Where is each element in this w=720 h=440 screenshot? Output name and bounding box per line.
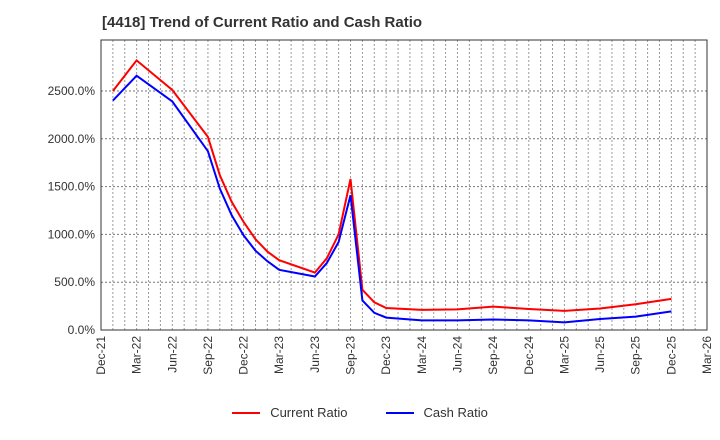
x-axis-ticks: Dec-21 Mar-22 Jun-22 Sep-22 Dec-22 Mar-23 Jun-…: [94, 336, 714, 375]
svg-text:Sep-24: Sep-24: [486, 336, 500, 375]
svg-text:Mar-23: Mar-23: [272, 336, 286, 374]
svg-text:Jun-25: Jun-25: [593, 336, 607, 373]
svg-text:2500.0%: 2500.0%: [48, 84, 96, 98]
legend-item-current-ratio: Current Ratio: [232, 405, 348, 420]
svg-text:0.0%: 0.0%: [68, 323, 96, 337]
svg-text:Jun-22: Jun-22: [165, 336, 179, 373]
legend-label: Cash Ratio: [423, 405, 488, 420]
cash-ratio-line: [112, 74, 672, 324]
svg-text:Sep-23: Sep-23: [344, 336, 358, 375]
svg-text:Mar-24: Mar-24: [415, 336, 429, 374]
grid-lines: [101, 40, 707, 330]
plot-frame: [100, 39, 708, 331]
svg-text:Dec-25: Dec-25: [664, 336, 678, 375]
series-lines: [112, 58, 672, 324]
svg-text:Sep-25: Sep-25: [629, 336, 643, 375]
svg-text:1000.0%: 1000.0%: [48, 227, 96, 241]
y-axis-ticks: 0.0% 500.0% 1000.0% 1500.0% 2000.0% 2500.0%: [48, 84, 96, 337]
svg-text:2000.0%: 2000.0%: [48, 132, 96, 146]
svg-text:Mar-26: Mar-26: [700, 336, 714, 374]
legend-item-cash-ratio: Cash Ratio: [385, 405, 488, 420]
svg-text:Sep-22: Sep-22: [201, 336, 215, 375]
svg-text:1500.0%: 1500.0%: [48, 180, 96, 194]
chart-title: [4418] Trend of Current Ratio and Cash R…: [102, 14, 423, 31]
svg-text:Jun-24: Jun-24: [450, 336, 464, 373]
legend-label: Current Ratio: [270, 405, 348, 420]
svg-text:Dec-21: Dec-21: [94, 336, 108, 375]
svg-text:Mar-25: Mar-25: [557, 336, 571, 374]
legend: Current Ratio Cash Ratio: [0, 405, 720, 420]
current-ratio-swatch: [232, 411, 261, 414]
svg-text:Dec-22: Dec-22: [237, 336, 251, 375]
svg-text:Jun-23: Jun-23: [308, 336, 322, 373]
current-ratio-line: [112, 58, 672, 312]
svg-text:Dec-23: Dec-23: [379, 336, 393, 375]
svg-text:Mar-22: Mar-22: [130, 336, 144, 374]
svg-text:500.0%: 500.0%: [54, 275, 95, 289]
svg-text:Dec-24: Dec-24: [522, 336, 536, 375]
cash-ratio-swatch: [385, 411, 414, 414]
